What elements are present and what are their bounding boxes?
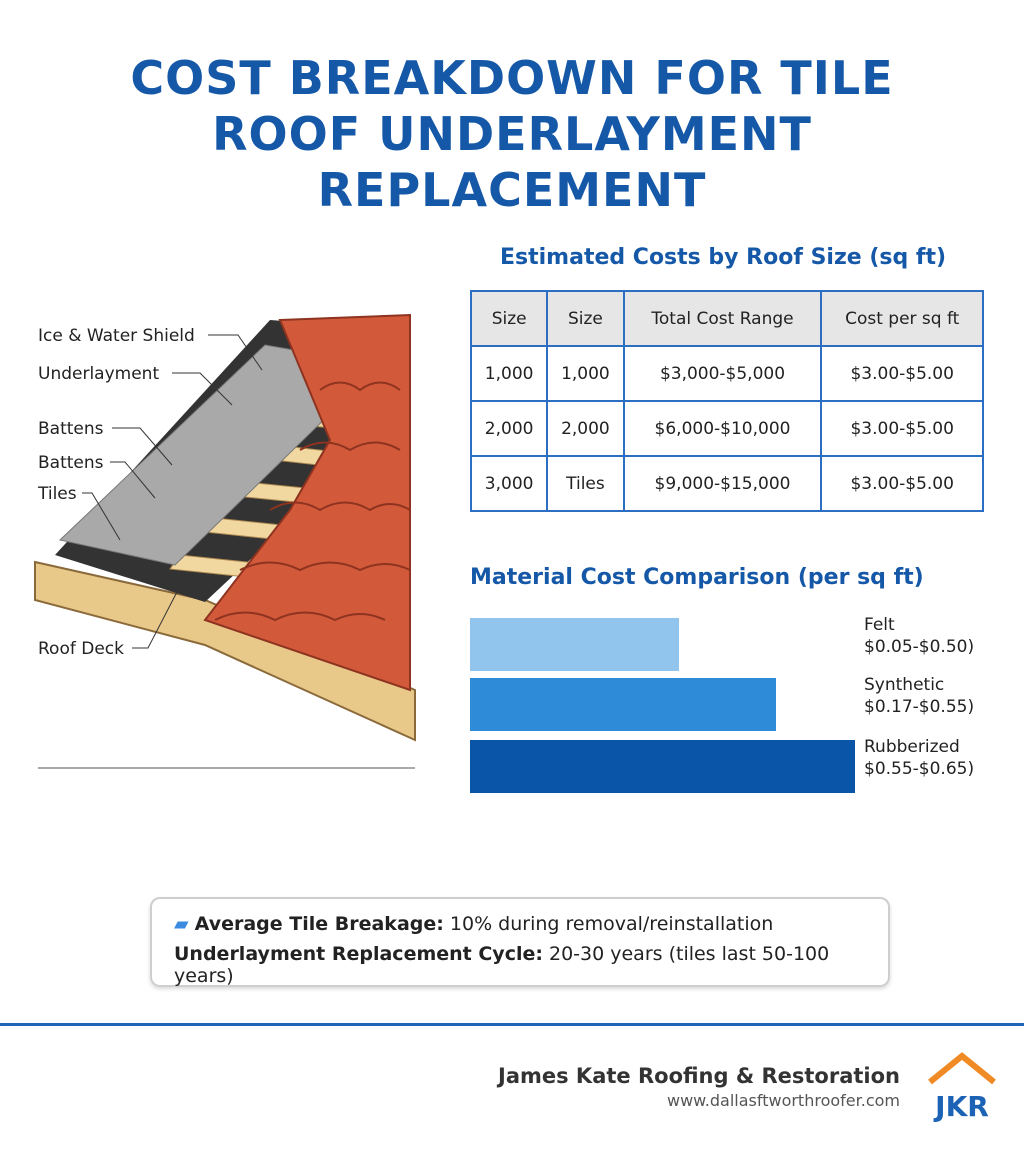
shape — [214, 611, 386, 622]
material-price: $0.17-$0.55) — [864, 697, 975, 717]
logo: JKR — [928, 1052, 996, 1123]
shape: Size Size Total Cost Range Cost per sq ft — [469, 290, 984, 347]
note-line: Underlayment Replacement Cycle: 20-30 ye… — [174, 943, 888, 987]
diagram-label: Roof Deck — [38, 639, 124, 659]
table-cell: $6,000-$10,000 — [622, 400, 823, 457]
title: COST BREAKDOWN FOR TILE ROOF UNDERLAYMEN… — [130, 51, 894, 217]
note-text: 10% during removal/reinstallation — [449, 913, 774, 935]
note-label: Underlayment Replacement Cycle: — [174, 943, 543, 965]
table-header: Size — [546, 290, 625, 347]
bar — [470, 618, 679, 671]
shape — [299, 441, 401, 452]
note-icon: ▰ — [174, 913, 189, 935]
shape — [112, 427, 173, 466]
table-header: Total Cost Range — [622, 290, 823, 347]
bar-label: Felt $0.05-$0.50) — [864, 614, 974, 658]
table-cell: Tiles — [546, 455, 625, 512]
note-label: Average Tile Breakage: — [194, 913, 444, 935]
diagram-label: Ice & Water Shield — [38, 326, 195, 346]
shape — [208, 334, 263, 371]
table-cell: $3.00-$5.00 — [820, 345, 984, 402]
diagram-label: Battens — [38, 453, 104, 473]
material-price: $0.05-$0.50) — [864, 637, 975, 657]
table-cell: $3.00-$5.00 — [820, 400, 984, 457]
table-cell: 1,000 — [546, 345, 625, 402]
shape — [132, 589, 179, 649]
website: www.dallasftworthroofer.com — [666, 1091, 900, 1110]
table-header: Cost per sq ft — [820, 290, 984, 347]
shape: Size Size Total Cost Range Cost per sq ft — [469, 290, 984, 347]
material-name: Synthetic — [864, 675, 945, 695]
divider — [0, 1023, 1024, 1026]
table-header: Size — [469, 290, 549, 347]
bar-label: Synthetic $0.17-$0.55) — [864, 674, 974, 718]
logo-roof — [928, 1052, 996, 1085]
table-cell: $3.00-$5.00 — [820, 455, 984, 512]
table-row: 3,000 Tiles $9,000-$15,000 $3.00-$5.00 — [469, 455, 984, 512]
table-cell: 1,000 — [469, 345, 549, 402]
table-cell: $9,000-$15,000 — [622, 455, 823, 512]
note-line: ▰ Average Tile Breakage: 10% during remo… — [174, 913, 773, 935]
material-name: Felt — [864, 615, 895, 635]
table-cell: 2,000 — [546, 400, 625, 457]
shape — [82, 492, 121, 541]
diagram-labels: Ice & Water Shield Underlayment Battens … — [37, 326, 195, 659]
note-box: ▰ Average Tile Breakage: 10% during remo… — [150, 897, 890, 987]
shape — [239, 561, 411, 572]
table-cell: 2,000 — [469, 400, 549, 457]
diagram-label: Tiles — [37, 484, 77, 504]
logo-text: JKR — [933, 1090, 989, 1123]
tiles — [203, 313, 411, 692]
shape — [319, 381, 401, 392]
table-row: 1,000 1,000 $3,000-$5,000 $3.00-$5.00 — [469, 345, 984, 402]
shape — [172, 372, 233, 406]
table-row: 2,000 2,000 $6,000-$10,000 $3.00-$5.00 — [469, 400, 984, 457]
cost-table: Size Size Total Cost Range Cost per sq ft 1,… — [469, 290, 984, 512]
note-text: 20-30 years (tiles last 50-100 years) — [174, 943, 830, 987]
chart-title: Material Cost Comparison (per sq ft) — [470, 565, 924, 590]
shape — [110, 461, 156, 499]
company-name: James Kate Roofing & Restoration — [498, 1064, 900, 1088]
diagram-label: Underlayment — [38, 364, 159, 384]
diagram-label: Battens — [38, 419, 104, 439]
bar — [470, 740, 855, 793]
material-price: $0.55-$0.65) — [864, 759, 975, 779]
table-title: Estimated Costs by Roof Size (sq ft) — [500, 245, 947, 270]
shape: 1,000 1,000 $3,000-$5,000 $3.00-$5.00 2,000 2… — [469, 345, 984, 512]
table-cell: 3,000 — [469, 455, 549, 512]
shape — [269, 501, 411, 512]
leader-lines — [82, 334, 263, 649]
material-name: Rubberized — [864, 737, 960, 757]
tile-rows — [214, 381, 411, 622]
bar-label: Rubberized $0.55-$0.65) — [864, 736, 974, 780]
bar — [470, 678, 776, 731]
roof-diagram: Ice & Water Shield Underlayment Battens … — [34, 313, 416, 769]
table-cell: $3,000-$5,000 — [622, 345, 823, 402]
